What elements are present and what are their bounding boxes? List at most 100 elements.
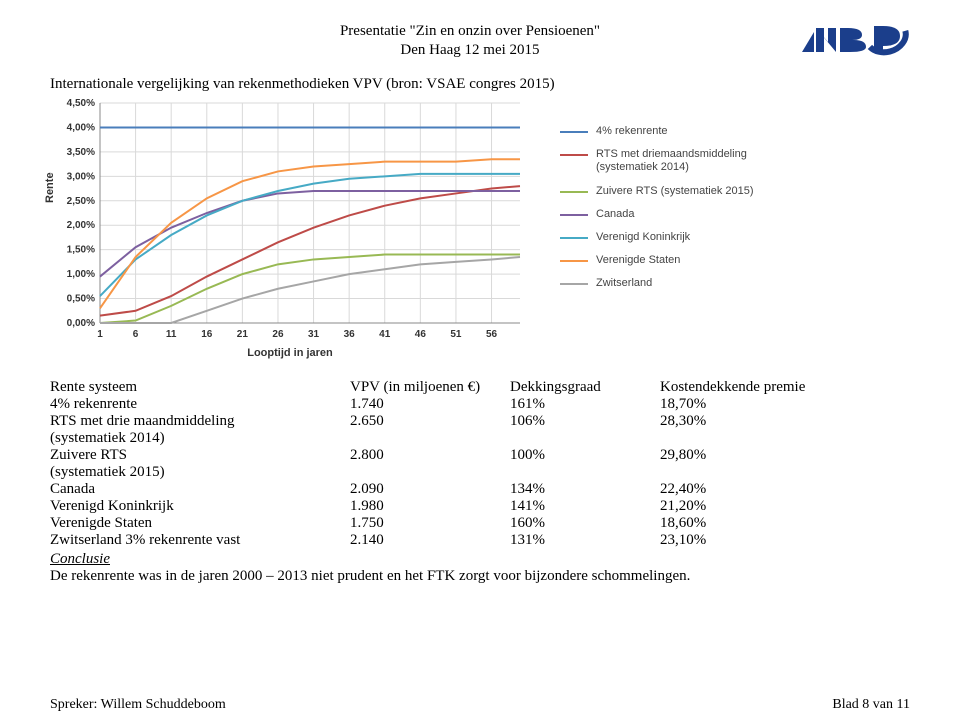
table-cell: 2.650	[350, 413, 510, 430]
legend-label: RTS met driemaandsmiddeling (systematiek…	[596, 148, 766, 174]
table-cell: Verenigde Staten	[50, 515, 350, 532]
table-cell: 23,10%	[660, 532, 860, 549]
svg-text:56: 56	[486, 329, 498, 340]
legend-label: 4% rekenrente	[596, 125, 668, 138]
legend-label: Verenigde Staten	[596, 254, 680, 267]
table-header-cell: VPV (in miljoenen €)	[350, 379, 510, 396]
svg-text:0,50%: 0,50%	[67, 294, 95, 305]
page-header: Presentatie "Zin en onzin over Pensioene…	[50, 18, 910, 66]
table-cell: 21,20%	[660, 498, 860, 515]
table-cell: 4% rekenrente	[50, 396, 350, 413]
table-cell: 134%	[510, 481, 660, 498]
nbp-logo	[800, 18, 910, 66]
table-cell: Canada	[50, 481, 350, 498]
table-cell: (systematiek 2015)	[50, 464, 350, 481]
svg-text:2,00%: 2,00%	[67, 220, 95, 231]
table-row: Verenigd Koninkrijk1.980141%21,20%	[50, 498, 910, 515]
table-cell: 29,80%	[660, 447, 860, 464]
table-cell: 106%	[510, 413, 660, 430]
table-cell: 1.750	[350, 515, 510, 532]
table-cell: Zuivere RTS	[50, 447, 350, 464]
legend-swatch	[560, 237, 588, 239]
table-row: Zwitserland 3% rekenrente vast2.140131%2…	[50, 532, 910, 549]
svg-text:41: 41	[379, 329, 391, 340]
legend-label: Canada	[596, 208, 635, 221]
legend-swatch	[560, 283, 588, 285]
table-row: Canada2.090134%22,40%	[50, 481, 910, 498]
table-cell: 160%	[510, 515, 660, 532]
table-cell: 100%	[510, 447, 660, 464]
table-row: Verenigde Staten1.750160%18,60%	[50, 515, 910, 532]
header-line-2: Den Haag 12 mei 2015	[140, 41, 800, 60]
table-cell: 28,30%	[660, 413, 860, 430]
svg-text:51: 51	[450, 329, 462, 340]
table-cell: (systematiek 2014)	[50, 430, 350, 447]
legend-item: Zwitserland	[560, 277, 766, 290]
data-table: Rente systeemVPV (in miljoenen €)Dekking…	[50, 379, 910, 549]
legend-swatch	[560, 131, 588, 133]
legend-swatch	[560, 154, 588, 156]
svg-text:3,00%: 3,00%	[67, 171, 95, 182]
table-cell: 161%	[510, 396, 660, 413]
svg-text:16: 16	[201, 329, 213, 340]
header-text-block: Presentatie "Zin en onzin over Pensioene…	[140, 22, 800, 60]
section-title: Internationale vergelijking van rekenmet…	[50, 76, 910, 93]
legend-label: Zuivere RTS (systematiek 2015)	[596, 185, 754, 198]
table-cell: 2.090	[350, 481, 510, 498]
legend-item: Canada	[560, 208, 766, 221]
conclusion-text: De rekenrente was in de jaren 2000 – 201…	[50, 568, 910, 585]
chart-x-axis-label: Looptijd in jaren	[50, 347, 530, 359]
table-cell: 1.740	[350, 396, 510, 413]
svg-text:6: 6	[133, 329, 139, 340]
svg-text:0,00%: 0,00%	[67, 318, 95, 329]
table-cell: 18,70%	[660, 396, 860, 413]
legend-label: Verenigd Koninkrijk	[596, 231, 690, 244]
table-cell: RTS met drie maandmiddeling	[50, 413, 350, 430]
svg-text:11: 11	[166, 329, 177, 340]
table-header-cell: Kostendekkende premie	[660, 379, 860, 396]
svg-text:1: 1	[97, 329, 103, 340]
svg-text:1,00%: 1,00%	[67, 269, 95, 280]
table-cell: Verenigd Koninkrijk	[50, 498, 350, 515]
svg-text:21: 21	[237, 329, 249, 340]
table-cell: Zwitserland 3% rekenrente vast	[50, 532, 350, 549]
svg-text:3,50%: 3,50%	[67, 147, 95, 158]
chart-container: Rente 0,00%0,50%1,00%1,50%2,00%2,50%3,00…	[50, 95, 910, 359]
legend-item: Verenigd Koninkrijk	[560, 231, 766, 244]
conclusion-heading: Conclusie	[50, 551, 110, 567]
table-header-row: Rente systeemVPV (in miljoenen €)Dekking…	[50, 379, 910, 396]
table-row: 4% rekenrente1.740161%18,70%	[50, 396, 910, 413]
table-cell: 2.800	[350, 447, 510, 464]
chart-legend: 4% rekenrente RTS met driemaandsmiddeling…	[560, 125, 766, 359]
legend-item: Verenigde Staten	[560, 254, 766, 267]
footer-speaker: Spreker: Willem Schuddeboom	[50, 697, 226, 713]
table-cell: 1.980	[350, 498, 510, 515]
table-cell: 131%	[510, 532, 660, 549]
svg-text:46: 46	[415, 329, 427, 340]
legend-swatch	[560, 214, 588, 216]
legend-item: 4% rekenrente	[560, 125, 766, 138]
table-row: RTS met drie maandmiddeling2.650106%28,3…	[50, 413, 910, 430]
chart-plot-area: 0,00%0,50%1,00%1,50%2,00%2,50%3,00%3,50%…	[50, 95, 530, 345]
table-row-continuation: (systematiek 2015)	[50, 464, 910, 481]
legend-label: Zwitserland	[596, 277, 652, 290]
legend-item: Zuivere RTS (systematiek 2015)	[560, 185, 766, 198]
table-row: Zuivere RTS2.800100%29,80%	[50, 447, 910, 464]
svg-text:4,00%: 4,00%	[67, 122, 95, 133]
table-cell: 2.140	[350, 532, 510, 549]
svg-text:26: 26	[272, 329, 284, 340]
table-row-continuation: (systematiek 2014)	[50, 430, 910, 447]
header-line-1: Presentatie "Zin en onzin over Pensioene…	[140, 22, 800, 41]
footer-page-number: Blad 8 van 11	[832, 697, 910, 713]
svg-text:31: 31	[308, 329, 320, 340]
table-cell: 141%	[510, 498, 660, 515]
table-cell: 22,40%	[660, 481, 860, 498]
table-cell: 18,60%	[660, 515, 860, 532]
page-footer: Spreker: Willem Schuddeboom Blad 8 van 1…	[50, 697, 910, 713]
table-header-cell: Rente systeem	[50, 379, 350, 396]
svg-text:36: 36	[344, 329, 356, 340]
conclusion-block: Conclusie De rekenrente was in de jaren …	[50, 551, 910, 585]
legend-item: RTS met driemaandsmiddeling (systematiek…	[560, 148, 766, 174]
svg-text:2,50%: 2,50%	[67, 196, 95, 207]
legend-swatch	[560, 191, 588, 193]
